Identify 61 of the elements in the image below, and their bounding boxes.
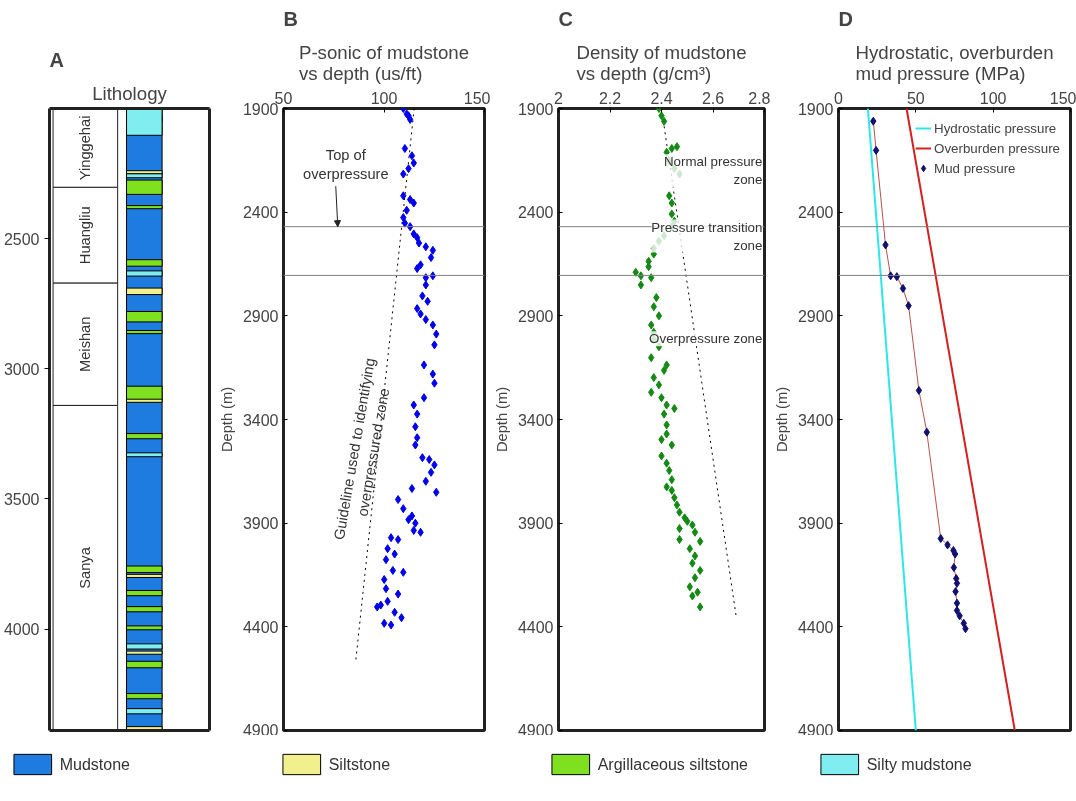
y-tick-label: 3900 <box>797 515 834 533</box>
y-tick-label: 2400 <box>797 204 834 222</box>
legend-label: Hydrostatic pressure <box>934 120 1057 136</box>
y-tick-label: 2400 <box>242 204 279 222</box>
y-tick-label: 4900 <box>242 721 279 739</box>
x-tick-label: 150 <box>1049 89 1076 107</box>
legend-label: Argillaceous siltstone <box>597 756 749 773</box>
y-tick-label: 3400 <box>797 411 834 429</box>
y-axis-title: Depth (m) <box>218 386 235 453</box>
y-tick-label: 3400 <box>517 411 554 429</box>
y-tick-label: 2400 <box>517 204 554 222</box>
y-tick-label: 4900 <box>797 721 834 739</box>
chart-title: Hydrostatic, overburden mud pressure (MPa) <box>855 41 1054 84</box>
y-tick-label: 2900 <box>517 307 554 325</box>
y-tick-label: 1900 <box>797 100 834 118</box>
x-tick-label: 2.4 <box>650 89 673 107</box>
legend-label: Siltstone <box>328 756 391 773</box>
legend-label: Silty mudstone <box>866 756 972 773</box>
band-label: Huangliu <box>77 206 94 265</box>
band-label: Meishan <box>77 316 94 372</box>
x-tick-label: 0 <box>834 89 844 107</box>
chart-title: Density of mudstone vs depth (g/cm³) <box>576 41 747 84</box>
y-tick-label: 2900 <box>242 307 279 325</box>
band-label: Sanya <box>77 546 94 589</box>
y-tick-label: 2900 <box>797 307 834 325</box>
y-tick-label: 2500 <box>3 230 40 248</box>
y-tick-label: 3400 <box>242 411 279 429</box>
x-tick-label: 2.2 <box>598 89 622 107</box>
annotation: Normal pressure zone <box>663 154 763 188</box>
y-tick-label: 3900 <box>517 515 554 533</box>
chart-title: Lithology <box>92 82 168 104</box>
legend-label: Mud pressure <box>934 160 1016 176</box>
x-tick-label: 2.8 <box>748 89 771 107</box>
x-tick-label: 50 <box>906 89 925 107</box>
band-label: Yinggehai <box>77 115 94 181</box>
legend-label: Overburden pressure <box>934 140 1060 156</box>
y-tick-label: 1900 <box>517 100 554 118</box>
y-tick-label: 4400 <box>517 618 554 636</box>
x-tick-label: 2.6 <box>701 89 725 107</box>
y-axis-title: Depth (m) <box>773 386 790 453</box>
x-tick-label: 100 <box>370 89 398 107</box>
y-tick-label: 4000 <box>3 621 40 638</box>
chart-title: P-sonic of mudstone vs depth (us/ft) <box>298 41 470 84</box>
text: B <box>283 7 298 30</box>
y-tick-label: 3900 <box>242 515 279 533</box>
annotation: Overpressure zone <box>649 331 763 347</box>
x-tick-label: 100 <box>979 89 1007 107</box>
y-axis-title: Depth (m) <box>493 386 510 453</box>
x-tick-label: 150 <box>463 89 491 107</box>
annotation: Top of overpressure <box>303 146 389 183</box>
text: A <box>49 48 64 71</box>
x-tick-label: 2 <box>554 89 564 107</box>
legend-label: Mudstone <box>59 756 131 773</box>
y-tick-label: 4900 <box>517 721 554 739</box>
text: C <box>558 7 573 30</box>
y-tick-label: 4400 <box>242 618 279 636</box>
y-tick-label: 4400 <box>797 618 834 636</box>
y-tick-label: 3000 <box>3 360 40 378</box>
y-tick-label: 3500 <box>3 490 40 508</box>
text: D <box>838 7 853 30</box>
annotation: Pressure transition zone <box>651 219 763 253</box>
